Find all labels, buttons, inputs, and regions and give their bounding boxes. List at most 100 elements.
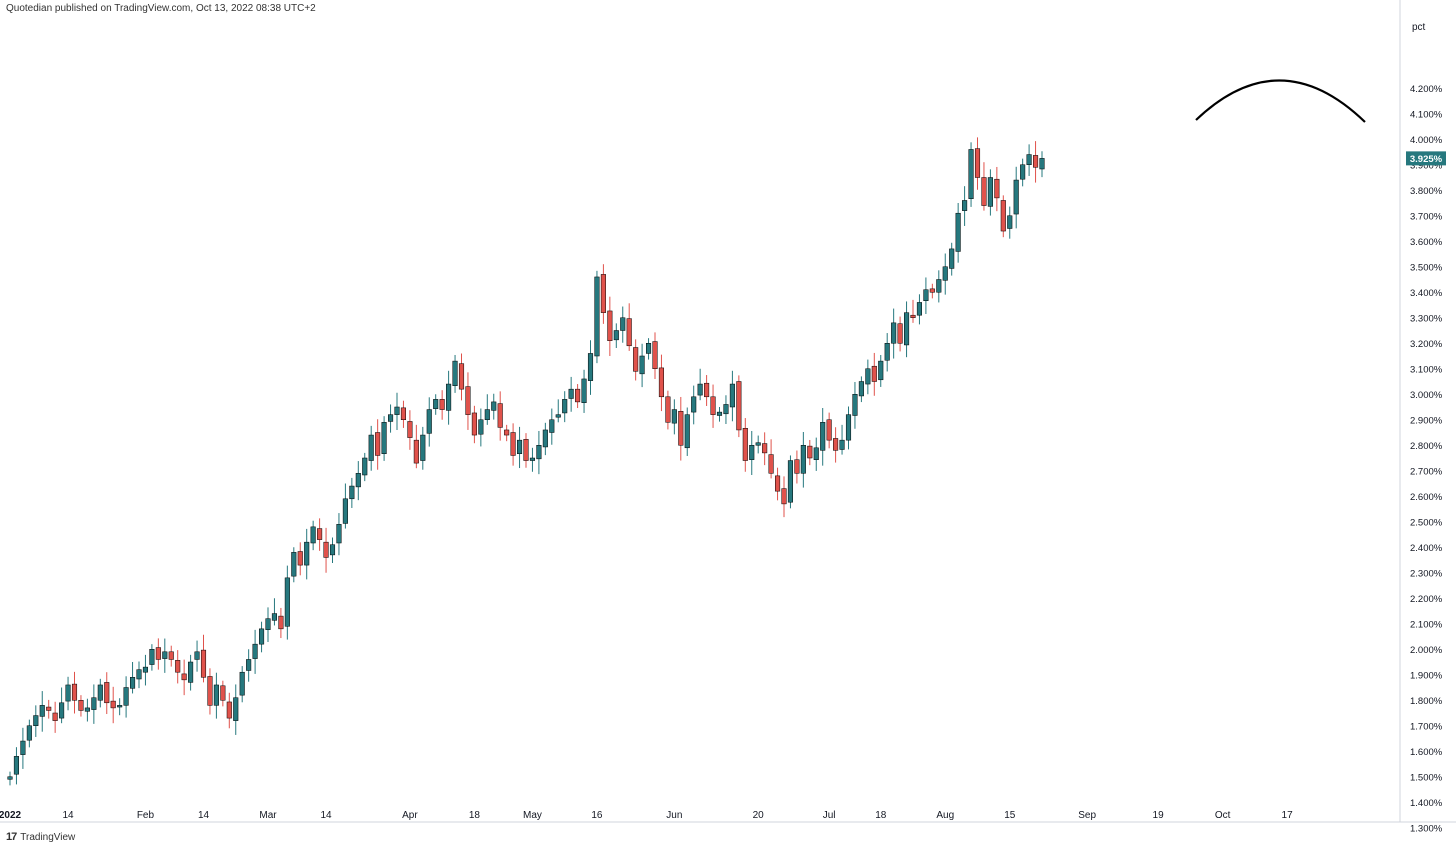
candle-down — [1000, 200, 1006, 232]
candle-up — [671, 409, 677, 424]
candle-down — [981, 177, 987, 206]
candle-up — [581, 378, 587, 404]
candle-up — [878, 360, 884, 381]
x-tick-label: 14 — [320, 810, 332, 821]
y-tick-label: 1.500% — [1410, 772, 1443, 783]
candle-up — [542, 429, 548, 448]
candle-up — [517, 439, 523, 454]
candle-up — [426, 409, 432, 434]
y-tick-label: 2.600% — [1410, 492, 1443, 503]
x-tick-label: 19 — [1153, 810, 1165, 821]
candle-down — [78, 700, 84, 711]
candle-up — [452, 360, 458, 387]
candle-up — [194, 651, 200, 660]
candle-up — [20, 740, 26, 755]
x-tick-label: 20 — [753, 810, 765, 821]
candle-down — [575, 388, 581, 403]
candle-up — [787, 460, 794, 503]
candle-up — [749, 445, 755, 460]
candle-down — [465, 386, 471, 415]
x-tick-label: Aug — [936, 810, 954, 821]
candle-up — [962, 200, 968, 211]
candle-down — [181, 673, 187, 681]
x-tick-label: Feb — [137, 810, 155, 821]
candle-down — [652, 341, 658, 369]
candle-up — [13, 756, 19, 775]
candle-up — [284, 577, 290, 627]
candle-down — [768, 454, 774, 474]
y-tick-label: 1.800% — [1410, 696, 1443, 707]
candle-down — [375, 432, 381, 456]
tradingview-logo-icon: 17 — [6, 831, 17, 843]
tradingview-logo[interactable]: 17 TradingView — [6, 831, 75, 843]
candle-up — [136, 669, 142, 680]
candle-up — [1020, 164, 1026, 180]
y-tick-label: 2.300% — [1410, 568, 1443, 579]
y-tick-label: 4.000% — [1410, 135, 1443, 146]
candle-up — [852, 394, 858, 416]
candle-up — [162, 651, 168, 659]
candle-up — [91, 697, 97, 710]
candle-up — [271, 613, 277, 621]
candle-up — [304, 541, 310, 566]
candle-up — [149, 649, 155, 665]
y-tick-label: 3.800% — [1410, 186, 1443, 197]
candle-down — [523, 439, 529, 461]
x-tick-label: 16 — [591, 810, 603, 821]
candle-down — [762, 443, 768, 454]
candle-down — [155, 647, 161, 660]
candle-up — [239, 671, 245, 696]
candle-up — [362, 457, 368, 476]
candle-up — [820, 422, 826, 451]
candle-up — [800, 445, 806, 474]
candle-down — [742, 428, 748, 461]
candle-up — [1007, 215, 1013, 229]
x-tick-label: 2022 — [0, 810, 22, 821]
candle-up — [142, 666, 148, 673]
last-price-badge — [1406, 151, 1446, 166]
candle-up — [420, 434, 426, 461]
candle-up — [568, 388, 574, 399]
x-tick-label: May — [523, 810, 542, 821]
candle-down — [323, 541, 329, 558]
y-tick-label: 1.600% — [1410, 747, 1443, 758]
candle-up — [839, 439, 845, 450]
candle-up — [845, 414, 852, 441]
candle-up — [59, 702, 65, 719]
candle-down — [600, 274, 606, 313]
candle-up — [388, 414, 394, 422]
candle-up — [117, 705, 123, 708]
candle-up — [336, 524, 342, 544]
candle-down — [974, 148, 981, 178]
candle-up — [246, 659, 252, 671]
y-tick-label: 1.300% — [1410, 823, 1443, 834]
candle-down — [897, 323, 903, 344]
x-tick-label: 14 — [62, 810, 74, 821]
candle-down — [168, 651, 174, 660]
candle-up — [639, 355, 645, 375]
candle-down — [833, 438, 839, 451]
candle-down — [826, 419, 832, 441]
y-tick-label: 2.100% — [1410, 619, 1443, 630]
y-tick-label: 2.500% — [1410, 517, 1443, 528]
tradingview-brand-text: TradingView — [20, 831, 76, 843]
candle-up — [936, 279, 942, 293]
candle-down — [665, 396, 671, 423]
candle-down — [910, 314, 916, 319]
x-tick-label: Sep — [1078, 810, 1096, 821]
candle-down — [871, 365, 877, 382]
candle-up — [620, 317, 626, 331]
y-tick-label: 2.400% — [1410, 543, 1443, 554]
y-axis-unit-label: pct — [1412, 22, 1426, 33]
candle-up — [233, 697, 239, 721]
candle-up — [368, 434, 374, 461]
candle-up — [252, 643, 258, 659]
candle-down — [704, 382, 710, 398]
candle-up — [691, 396, 697, 413]
y-tick-label: 3.900% — [1410, 160, 1443, 171]
candle-up — [433, 399, 439, 409]
candle-up — [484, 409, 490, 420]
candle-down — [471, 412, 477, 436]
